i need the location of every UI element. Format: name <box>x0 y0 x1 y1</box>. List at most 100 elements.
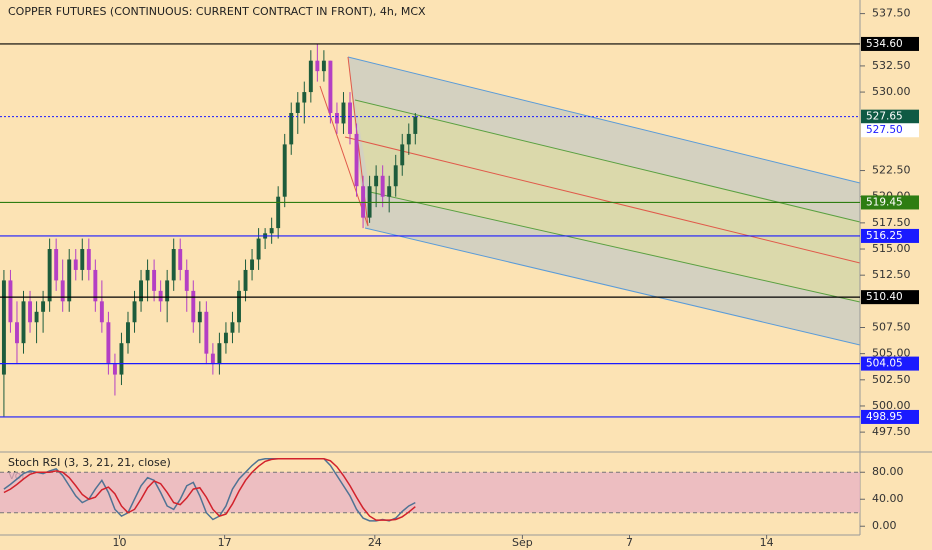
candle-body <box>334 113 339 124</box>
pitchfork-line <box>354 99 861 223</box>
candle-body <box>413 116 418 134</box>
price-label-bg <box>861 290 919 305</box>
candle-body <box>80 249 85 270</box>
price-label: 504.05 <box>866 358 903 370</box>
candle-body <box>269 228 274 234</box>
candle-body <box>132 301 137 323</box>
x-tick-label: 14 <box>760 536 774 549</box>
candle-body <box>210 353 215 365</box>
candle-body <box>152 269 157 291</box>
candle-body <box>348 102 352 134</box>
candle-body <box>302 92 307 103</box>
pitchfork-handle <box>319 56 369 227</box>
x-tick-label: 24 <box>368 536 382 549</box>
y-tick-label: 505.00 <box>872 347 911 360</box>
y-tick-label: 40.00 <box>872 492 904 505</box>
price-label: 534.60 <box>866 38 903 50</box>
candle-body <box>243 269 248 291</box>
candle-body <box>112 364 117 375</box>
y-tick-label: 517.50 <box>872 216 911 229</box>
price-label: 498.95 <box>866 411 903 423</box>
indicator-line <box>3 457 416 522</box>
candle-body <box>15 322 19 344</box>
price-label: 519.45 <box>866 196 903 208</box>
candle-body <box>106 322 111 365</box>
y-tick-label: 507.50 <box>872 320 911 333</box>
price-label: 516.25 <box>866 230 903 242</box>
candle-body <box>28 301 32 323</box>
x-tick-label: 10 <box>112 536 126 549</box>
candle-body <box>289 113 294 145</box>
candle-body <box>145 269 150 281</box>
candle-body <box>308 60 313 93</box>
candle-body <box>139 280 144 302</box>
y-tick-label: 80.00 <box>872 465 904 478</box>
candle-body <box>184 269 189 291</box>
y-tick-label: 502.50 <box>872 373 911 386</box>
x-tick-label: 17 <box>218 536 232 549</box>
x-tick-label: 7 <box>626 536 633 549</box>
y-tick-label: 530.00 <box>872 85 911 98</box>
candle-body <box>60 280 65 302</box>
candle-body <box>67 259 72 302</box>
marked-tick-label: 527.50 <box>866 124 903 136</box>
candle-body <box>380 175 385 197</box>
y-tick-label: 497.50 <box>872 425 911 438</box>
candle-body <box>282 144 287 197</box>
pitchfork-median <box>344 136 861 264</box>
y-tick-label: 537.50 <box>872 7 911 20</box>
candle-body <box>158 290 163 302</box>
y-tick-label: 515.00 <box>872 242 911 255</box>
y-tick-label: 512.50 <box>872 268 911 281</box>
y-tick-label: 0.00 <box>872 519 897 532</box>
candle-body <box>1 280 6 375</box>
candle-body <box>178 249 183 270</box>
candle-body <box>400 144 405 166</box>
candle-body <box>250 259 255 270</box>
price-label-bg <box>861 195 919 210</box>
candle-body <box>191 290 196 323</box>
candle-body <box>217 343 222 365</box>
price-pane <box>319 56 861 346</box>
indicator-title: Stoch RSI (3, 3, 21, 21, close) <box>8 456 171 469</box>
marked-tick-bg <box>861 123 919 138</box>
y-tick-label: 500.00 <box>872 399 911 412</box>
band <box>0 472 860 513</box>
price-label-bg <box>861 36 919 51</box>
candle-body <box>341 102 346 124</box>
candle-body <box>315 60 320 72</box>
y-tick-label: 532.50 <box>872 59 911 72</box>
candle-body <box>165 280 170 302</box>
candle-body <box>47 249 52 302</box>
candle-body <box>73 259 78 270</box>
candle-body <box>328 60 333 113</box>
candle-body <box>354 133 359 187</box>
candle-body <box>34 311 39 323</box>
candle-body <box>374 175 379 187</box>
candle-body <box>197 311 202 323</box>
candle-body <box>393 165 398 187</box>
candle-body <box>295 102 300 113</box>
candle-body <box>223 332 228 344</box>
pitchfork-line <box>364 227 861 346</box>
price-label-bg <box>861 409 919 424</box>
indicator-line <box>3 457 416 521</box>
price-label-bg <box>861 228 919 243</box>
pitchfork-line <box>347 56 861 184</box>
candle-body <box>41 301 46 312</box>
price-label: 510.40 <box>866 291 903 303</box>
chart-title: COPPER FUTURES (CONTINUOUS: CURRENT CONT… <box>8 5 426 18</box>
candle-body <box>8 280 13 323</box>
y-tick-label: 522.50 <box>872 164 911 177</box>
candle-body <box>276 196 281 229</box>
candle-body <box>99 301 104 323</box>
candle-body <box>54 249 59 281</box>
pitchfork-line <box>369 191 861 303</box>
candle-body <box>119 343 124 375</box>
x-tick-label: Sep <box>512 536 533 549</box>
candle-body <box>126 322 130 344</box>
candle-body <box>86 249 91 270</box>
candle-body <box>230 322 235 333</box>
candle-body <box>204 311 209 354</box>
